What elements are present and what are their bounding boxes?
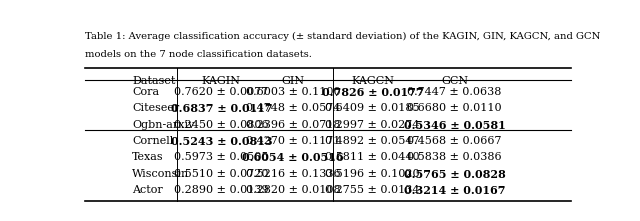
Text: GIN: GIN bbox=[282, 76, 305, 86]
Text: 0.5346 ± 0.0581: 0.5346 ± 0.0581 bbox=[404, 120, 506, 131]
Text: 0.7447 ± 0.0638: 0.7447 ± 0.0638 bbox=[407, 87, 502, 97]
Text: 0.4892 ± 0.0547: 0.4892 ± 0.0547 bbox=[325, 136, 420, 146]
Text: 0.5811 ± 0.0440: 0.5811 ± 0.0440 bbox=[325, 152, 420, 162]
Text: 0.4748 ± 0.0574: 0.4748 ± 0.0574 bbox=[246, 103, 340, 113]
Text: Cornell: Cornell bbox=[132, 136, 173, 146]
Text: 0.5216 ± 0.1336: 0.5216 ± 0.1336 bbox=[246, 169, 340, 179]
Text: 0.5243 ± 0.0813: 0.5243 ± 0.0813 bbox=[170, 136, 272, 147]
Text: 0.5765 ± 0.0828: 0.5765 ± 0.0828 bbox=[404, 169, 506, 180]
Text: 0.2820 ± 0.0108: 0.2820 ± 0.0108 bbox=[246, 185, 340, 195]
Text: 0.2450 ± 0.0806: 0.2450 ± 0.0806 bbox=[174, 120, 269, 130]
Text: GCN: GCN bbox=[441, 76, 468, 86]
Text: 0.6680 ± 0.0110: 0.6680 ± 0.0110 bbox=[407, 103, 502, 113]
Text: 0.2396 ± 0.0718: 0.2396 ± 0.0718 bbox=[246, 120, 340, 130]
Text: 0.2890 ± 0.0139: 0.2890 ± 0.0139 bbox=[174, 185, 269, 195]
Text: 0.3214 ± 0.0167: 0.3214 ± 0.0167 bbox=[404, 185, 505, 196]
Text: Cora: Cora bbox=[132, 87, 159, 97]
Text: Actor: Actor bbox=[132, 185, 163, 195]
Text: Table 1: Average classification accuracy (± standard deviation) of the KAGIN, GI: Table 1: Average classification accuracy… bbox=[85, 32, 600, 41]
Text: 0.7826 ± 0.0177: 0.7826 ± 0.0177 bbox=[322, 87, 424, 98]
Text: Ogbn-arxiv: Ogbn-arxiv bbox=[132, 120, 195, 130]
Text: 0.6409 ± 0.0185: 0.6409 ± 0.0185 bbox=[325, 103, 420, 113]
Text: 0.4568 ± 0.0667: 0.4568 ± 0.0667 bbox=[407, 136, 502, 146]
Text: 0.2755 ± 0.0134: 0.2755 ± 0.0134 bbox=[325, 185, 420, 195]
Text: 0.4270 ± 0.1171: 0.4270 ± 0.1171 bbox=[246, 136, 340, 146]
Text: 0.5510 ± 0.0720: 0.5510 ± 0.0720 bbox=[174, 169, 269, 179]
Text: Dataset: Dataset bbox=[132, 76, 175, 86]
Text: 0.5196 ± 0.1020: 0.5196 ± 0.1020 bbox=[325, 169, 420, 179]
Text: Citeseer: Citeseer bbox=[132, 103, 179, 113]
Text: models on the 7 node classification datasets.: models on the 7 node classification data… bbox=[85, 50, 312, 59]
Text: 0.7620 ± 0.0077: 0.7620 ± 0.0077 bbox=[174, 87, 269, 97]
Text: Texas: Texas bbox=[132, 152, 164, 162]
Text: 0.5838 ± 0.0386: 0.5838 ± 0.0386 bbox=[407, 152, 502, 162]
Text: 0.6003 ± 0.1100: 0.6003 ± 0.1100 bbox=[246, 87, 340, 97]
Text: KAGCN: KAGCN bbox=[351, 76, 394, 86]
Text: 0.2997 ± 0.0274: 0.2997 ± 0.0274 bbox=[326, 120, 420, 130]
Text: 0.6837 ± 0.0117: 0.6837 ± 0.0117 bbox=[170, 103, 272, 114]
Text: KAGIN: KAGIN bbox=[202, 76, 241, 86]
Text: 0.6054 ± 0.0516: 0.6054 ± 0.0516 bbox=[243, 152, 344, 163]
Text: 0.5973 ± 0.0505: 0.5973 ± 0.0505 bbox=[174, 152, 269, 162]
Text: Wisconsin: Wisconsin bbox=[132, 169, 189, 179]
